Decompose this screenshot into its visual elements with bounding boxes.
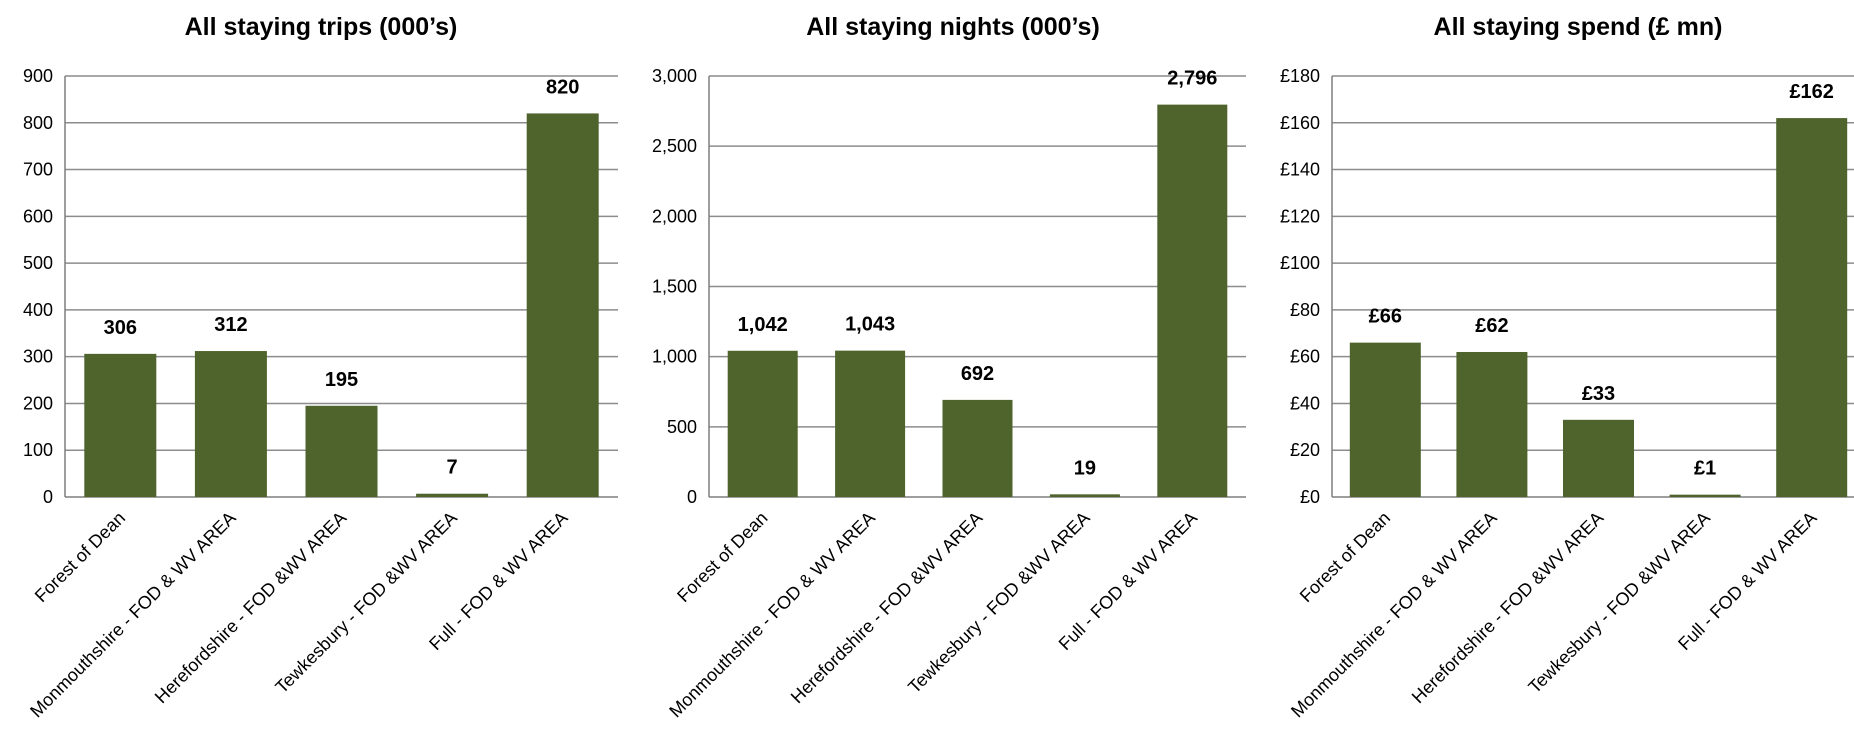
data-label: 1,042 xyxy=(738,314,788,336)
y-tick-label: £120 xyxy=(1280,206,1320,226)
bar xyxy=(1563,419,1634,497)
y-tick-label: £180 xyxy=(1280,66,1320,86)
y-tick-label: 1,000 xyxy=(652,347,697,367)
chart-trips: All staying trips (000’s) 0 100 200 300 400 5… xyxy=(23,13,618,721)
y-tick-label: 500 xyxy=(667,417,697,437)
y-tick-label: £40 xyxy=(1290,393,1320,413)
bar xyxy=(942,399,1013,497)
data-label: 820 xyxy=(546,76,579,98)
y-tick-label: 0 xyxy=(43,487,53,507)
x-tick-label: Herefordshire - FOD &WV AREA xyxy=(787,508,986,707)
x-tick-label: Monmouthshire - FOD & WV AREA xyxy=(665,508,879,722)
x-tick-label: Tewkesbury - FOD &WV AREA xyxy=(271,508,461,698)
x-tick-label: Tewkesbury - FOD &WV AREA xyxy=(1524,508,1714,698)
data-label: 692 xyxy=(961,363,994,385)
y-tick-label: 100 xyxy=(23,440,53,460)
data-label: 195 xyxy=(325,369,358,391)
x-tick-label: Tewkesbury - FOD &WV AREA xyxy=(904,508,1094,698)
bar xyxy=(1157,104,1228,498)
chart-spend: All staying spend (£ mn) £0£20£40£60£80£… xyxy=(1280,13,1854,721)
bar xyxy=(1669,494,1741,497)
bar xyxy=(727,350,798,497)
y-tick-label: £60 xyxy=(1290,347,1320,367)
chart-title: All staying nights (000’s) xyxy=(806,13,1100,41)
y-tick-label: £140 xyxy=(1280,160,1320,180)
data-label: 19 xyxy=(1074,457,1096,479)
y-tick-label: 1,500 xyxy=(652,277,697,297)
y-tick-label: £0 xyxy=(1300,487,1320,507)
bar xyxy=(1456,351,1528,497)
y-tick-label: 700 xyxy=(23,160,53,180)
y-tick-label: £80 xyxy=(1290,300,1320,320)
x-tick-label: Forest of Dean xyxy=(31,508,129,606)
data-label: 7 xyxy=(447,457,458,479)
y-tick-label: 600 xyxy=(23,206,53,226)
data-label: 306 xyxy=(104,317,137,339)
data-label: £1 xyxy=(1694,458,1716,480)
bar xyxy=(84,353,157,497)
data-label: £162 xyxy=(1789,81,1834,103)
y-tick-label: £160 xyxy=(1280,113,1320,133)
bar xyxy=(1049,494,1120,497)
x-tick-label: Herefordshire - FOD &WV AREA xyxy=(1408,508,1607,707)
y-tick-label: 500 xyxy=(23,253,53,273)
y-tick-label: £20 xyxy=(1290,440,1320,460)
data-label: £33 xyxy=(1582,383,1615,405)
y-tick-label: 2,000 xyxy=(652,206,697,226)
x-tick-label: Herefordshire - FOD &WV AREA xyxy=(151,508,350,707)
plot-area: 0 500 1,000 1,500 2,000 2,500 3,000 1,042 Forest… xyxy=(652,66,1246,721)
chart-title: All staying spend (£ mn) xyxy=(1434,13,1723,41)
bar xyxy=(835,350,906,497)
x-tick-label: Forest of Dean xyxy=(673,508,771,606)
y-tick-label: 0 xyxy=(687,487,697,507)
chart-nights: All staying nights (000’s) 0 500 1,000 1,50… xyxy=(652,13,1246,721)
y-tick-label: 400 xyxy=(23,300,53,320)
y-tick-label: 300 xyxy=(23,347,53,367)
data-label: £62 xyxy=(1475,315,1508,337)
x-tick-label: Monmouthshire - FOD & WV AREA xyxy=(1287,508,1501,722)
bar xyxy=(1776,118,1848,497)
data-label: £66 xyxy=(1369,306,1402,328)
plot-area: £0 £20 £40 £60 £80 £100 £120 £140 £160 £180 £66 For… xyxy=(1280,66,1854,721)
data-label: 1,043 xyxy=(845,314,895,336)
y-tick-label: 900 xyxy=(23,66,53,86)
x-tick-label: Forest of Dean xyxy=(1296,508,1394,606)
x-tick-label: Monmouthshire - FOD & WV AREA xyxy=(26,508,240,722)
bar xyxy=(416,493,489,497)
chart-title: All staying trips (000’s) xyxy=(185,13,458,41)
data-label: 312 xyxy=(214,314,247,336)
bar xyxy=(526,113,599,497)
y-tick-label: 2,500 xyxy=(652,136,697,156)
bar xyxy=(1349,342,1421,497)
y-tick-label: 3,000 xyxy=(652,66,697,86)
data-label: 2,796 xyxy=(1167,68,1217,90)
y-tick-label: £100 xyxy=(1280,253,1320,273)
bar xyxy=(194,351,267,497)
y-tick-label: 800 xyxy=(23,113,53,133)
y-tick-label: 200 xyxy=(23,393,53,413)
plot-area: 0 100 200 300 400 500 600 700 800 900 306 Forest of… xyxy=(23,66,618,721)
bar xyxy=(305,405,378,497)
